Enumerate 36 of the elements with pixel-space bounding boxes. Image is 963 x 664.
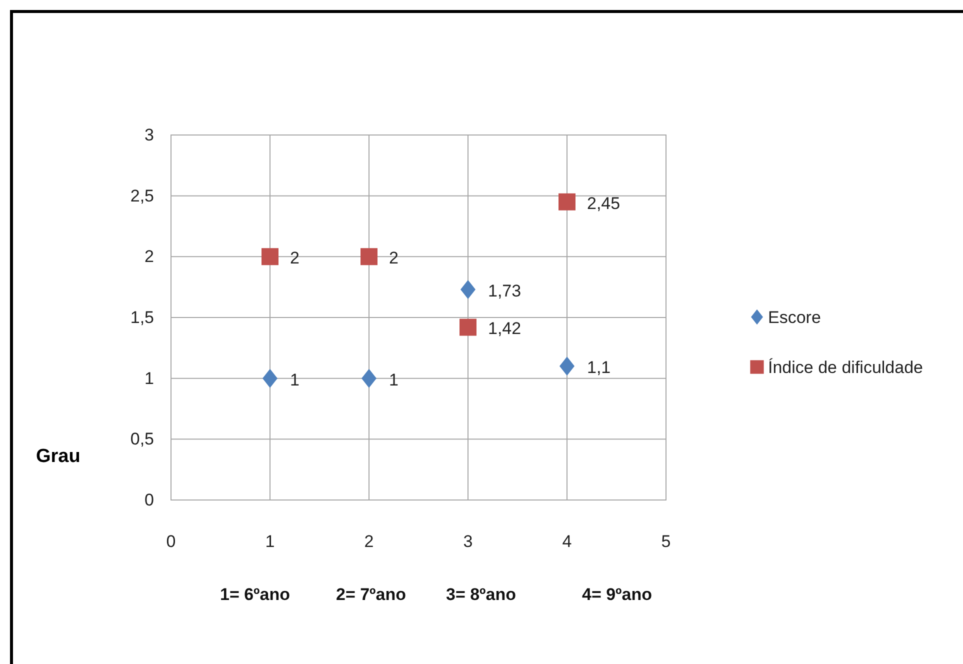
point <box>558 193 576 210</box>
point <box>460 280 476 300</box>
y-axis-title: Grau <box>36 446 80 467</box>
point <box>560 356 574 376</box>
data-label: 2,45 <box>587 194 620 213</box>
text: 2= 7ºano <box>336 585 406 604</box>
data-label: 1 <box>290 370 300 390</box>
x-tick-label: 1 <box>265 532 275 552</box>
point <box>360 248 378 266</box>
y-tick-label: 2,5 <box>130 186 154 206</box>
text: 4= 9ºano <box>582 585 652 604</box>
legend-label: Índice de dificuldade <box>768 358 924 377</box>
y-tick-label: 0,5 <box>130 430 154 449</box>
x-tick-label: 4 <box>562 532 572 552</box>
legend-label: Escore <box>768 308 821 327</box>
data-label: 1,42 <box>488 319 522 338</box>
data-label: 2 <box>389 248 398 268</box>
x-tick-label: 2 <box>364 532 374 552</box>
y-tick-label: 2 <box>144 247 154 266</box>
data-label: 1,1 <box>587 358 611 378</box>
y-tick-label: 3 <box>144 125 154 144</box>
point <box>362 368 376 388</box>
point <box>262 248 278 266</box>
x-tick-label: 5 <box>661 532 671 552</box>
data-label: 2 <box>290 248 300 268</box>
y-tick-label: 1,5 <box>130 308 154 327</box>
text: 1= 6ºano <box>220 585 290 604</box>
text: 3= 8ºano <box>446 585 516 604</box>
y-tick-label: 1 <box>144 368 154 388</box>
point <box>262 368 278 388</box>
x-tick-label: 3 <box>463 532 473 552</box>
y-tick-label: 0 <box>144 490 154 510</box>
x-tick-label: 0 <box>166 532 176 552</box>
point <box>460 318 476 336</box>
data-label: 1,73 <box>488 282 522 301</box>
data-label: 1 <box>389 370 398 390</box>
